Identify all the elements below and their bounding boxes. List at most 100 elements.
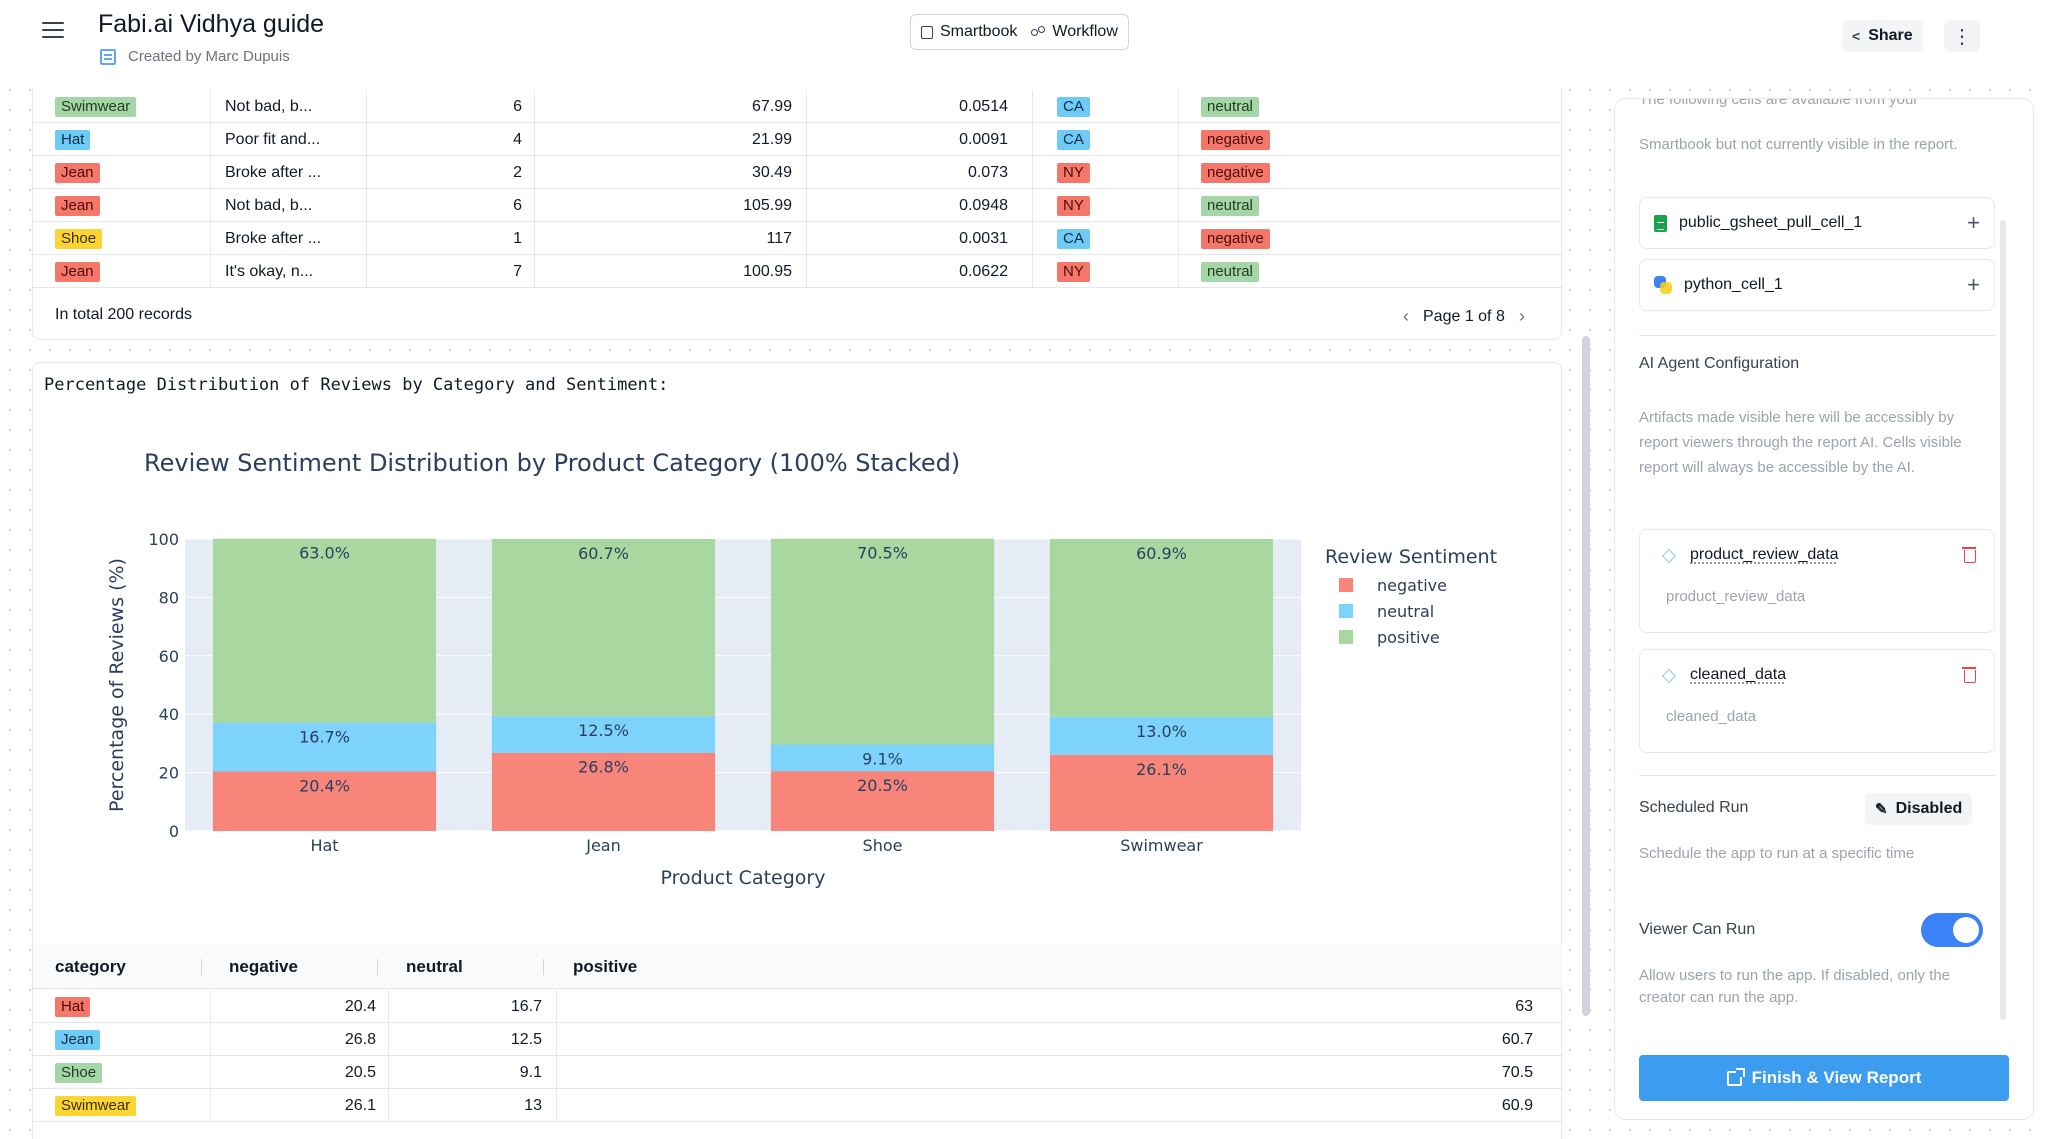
- more-options-button[interactable]: ⋮: [1944, 20, 1980, 52]
- artifact-name[interactable]: product_review_data: [1690, 546, 1839, 563]
- bar-segment-neutral: [212, 722, 437, 772]
- table-row[interactable]: Jean Not bad, b... 6 105.99 0.0948 NY neutral: [33, 189, 1563, 222]
- bar-data-label: 12.5%: [578, 721, 629, 740]
- workflow-button[interactable]: Workflow: [1031, 23, 1118, 41]
- delete-icon[interactable]: [1962, 666, 1976, 683]
- table-cell: 60.7: [557, 1023, 1563, 1056]
- table-row[interactable]: Jean It's okay, n... 7 100.95 0.0622 NY neutra…: [33, 255, 1563, 288]
- review-text: It's okay, n...: [225, 263, 314, 280]
- quantity-value: 6: [513, 197, 522, 214]
- summary-table-row[interactable]: Jean 26.8 12.5 60.7: [33, 1023, 1563, 1056]
- price-value: 105.99: [743, 197, 792, 214]
- x-tick-label: Jean: [585, 836, 621, 855]
- table-cell: Jean: [33, 189, 211, 222]
- menu-icon[interactable]: [42, 22, 64, 40]
- scheduled-run-button[interactable]: ✎ Disabled: [1865, 793, 1973, 825]
- bar-segment-neutral: [770, 744, 995, 772]
- data-table-card: Swimwear Not bad, b... 6 67.99 0.0514 CA neutr…: [32, 88, 1563, 340]
- artifact-diamond-icon: [1661, 668, 1677, 684]
- summary-table-row[interactable]: Swimwear 26.1 13 60.9: [33, 1089, 1563, 1122]
- state-tag: CA: [1057, 229, 1090, 249]
- negative-value: 20.5: [344, 1064, 376, 1081]
- summary-table-row[interactable]: Shoe 20.5 9.1 70.5: [33, 1056, 1563, 1089]
- col-header-negative[interactable]: negative: [229, 957, 298, 976]
- col-header-positive[interactable]: positive: [573, 957, 638, 976]
- table-row[interactable]: Jean Broke after ... 2 30.49 0.073 NY negative: [33, 156, 1563, 189]
- available-cell-python[interactable]: python_cell_1 +: [1639, 259, 1995, 311]
- category-tag: Hat: [55, 130, 91, 150]
- col-divider: [201, 959, 202, 975]
- bar-data-label: 26.1%: [1136, 760, 1187, 779]
- x-tick-label: Hat: [310, 836, 338, 855]
- score-value: 0.0622: [959, 263, 1008, 280]
- category-tag: Hat: [55, 997, 91, 1017]
- python-icon: [1654, 276, 1672, 294]
- artifact-subtitle: product_review_data: [1666, 588, 1806, 605]
- artifact-name[interactable]: cleaned_data: [1690, 666, 1787, 683]
- panel-scrollbar[interactable]: [2000, 220, 2006, 1020]
- sentiment-tag: negative: [1201, 229, 1270, 249]
- delete-icon[interactable]: [1962, 546, 1976, 563]
- main-scrollbar[interactable]: [1582, 336, 1590, 1016]
- available-cell-gsheet[interactable]: public_gsheet_pull_cell_1 +: [1639, 197, 1995, 249]
- legend-swatch-positive: [1339, 630, 1353, 644]
- table-cell: Not bad, b...: [211, 189, 367, 222]
- table-row[interactable]: Swimwear Not bad, b... 6 67.99 0.0514 CA neutr…: [33, 90, 1563, 123]
- table-cell: 4: [367, 123, 535, 156]
- artifact-card: cleaned_data cleaned_data: [1639, 649, 1995, 753]
- summary-table-row[interactable]: Hat 20.4 16.7 63: [33, 990, 1563, 1023]
- smartbook-button[interactable]: Smartbook: [921, 23, 1017, 41]
- quantity-value: 2: [513, 164, 522, 181]
- category-tag: Jean: [55, 196, 100, 216]
- ai-config-description: Artifacts made visible here will be acce…: [1639, 409, 1962, 476]
- quantity-value: 1: [513, 230, 522, 247]
- legend-title: Review Sentiment: [1325, 546, 1497, 568]
- table-cell: 70.5: [557, 1056, 1563, 1089]
- prev-page-icon[interactable]: ‹: [1403, 306, 1409, 326]
- table-cell: Swimwear: [33, 1089, 211, 1122]
- table-cell: NY: [1033, 156, 1179, 189]
- table-cell: 60.9: [557, 1089, 1563, 1122]
- table-cell: 67.99: [535, 90, 807, 123]
- viewer-can-run-heading: Viewer Can Run: [1639, 921, 1756, 938]
- score-value: 0.073: [967, 164, 1008, 181]
- y-tick-label: 40: [159, 705, 179, 724]
- score-value: 0.0514: [959, 98, 1008, 115]
- category-tag: Shoe: [55, 229, 103, 249]
- category-tag: Jean: [55, 262, 100, 282]
- next-page-icon[interactable]: ›: [1518, 306, 1525, 326]
- add-cell-icon[interactable]: +: [1967, 210, 1980, 235]
- table-row[interactable]: Shoe Broke after ... 1 117 0.0031 CA negative: [33, 222, 1563, 255]
- col-header-category[interactable]: category: [55, 957, 126, 976]
- table-cell: 26.8: [211, 1023, 389, 1056]
- legend-swatch-neutral: [1339, 604, 1353, 618]
- panel-intro-cut: The following cells are available from y…: [1639, 98, 1919, 108]
- table-cell: Hat: [33, 990, 211, 1023]
- pagination: ‹ Page 1 of 8 ›: [1403, 306, 1525, 327]
- price-value: 67.99: [751, 98, 792, 115]
- bar-data-label: 60.7%: [578, 544, 629, 563]
- add-cell-icon[interactable]: +: [1967, 272, 1980, 297]
- stacked-bar-chart: 0 20 40 60 80 100 20.4% 16.7% 63.0% Hat 26.8% 12.5%…: [106, 530, 1497, 889]
- bar-data-label: 70.5%: [857, 544, 908, 563]
- table-cell: 30.49: [535, 156, 807, 189]
- table-cell: 9.1: [389, 1056, 557, 1089]
- negative-value: 26.8: [344, 1031, 376, 1048]
- viewer-can-run-toggle[interactable]: [1921, 913, 1983, 947]
- sentiment-tag: neutral: [1201, 196, 1259, 216]
- positive-value: 60.9: [1501, 1097, 1533, 1114]
- x-tick-label: Swimwear: [1120, 836, 1203, 855]
- table-row[interactable]: Hat Poor fit and... 4 21.99 0.0091 CA negative: [33, 123, 1563, 156]
- finish-view-report-button[interactable]: Finish & View Report: [1639, 1055, 2009, 1101]
- table-cell: 100.95: [535, 255, 807, 288]
- score-value: 0.0031: [959, 230, 1008, 247]
- col-header-neutral[interactable]: neutral: [406, 957, 463, 976]
- edit-icon: ✎: [1875, 801, 1888, 818]
- table-cell: Shoe: [33, 222, 211, 255]
- legend-swatch-negative: [1339, 578, 1353, 592]
- table-cell: CA: [1033, 222, 1179, 255]
- quantity-value: 6: [513, 98, 522, 115]
- x-axis-title: Product Category: [661, 867, 826, 889]
- share-button[interactable]: < Share: [1842, 20, 1923, 52]
- bar-data-label: 9.1%: [862, 750, 903, 769]
